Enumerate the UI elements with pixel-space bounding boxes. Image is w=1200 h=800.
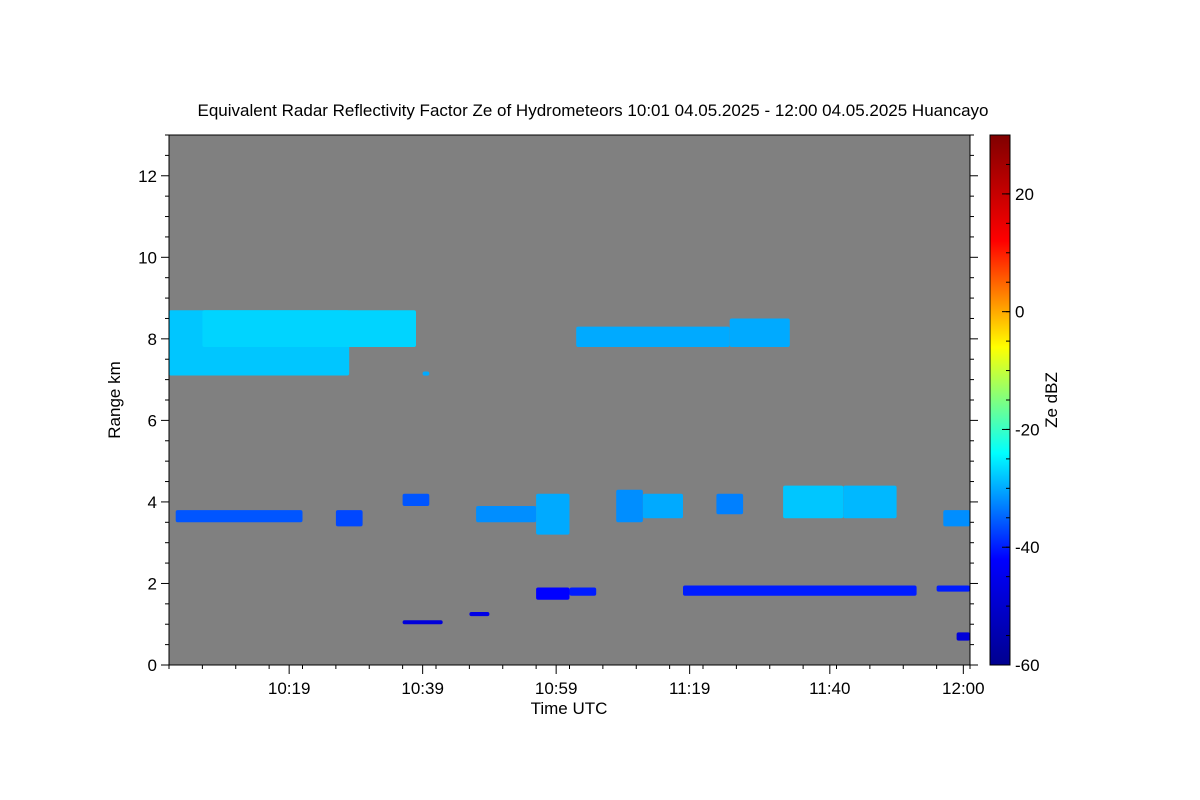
y-tick-label: 4 bbox=[148, 493, 157, 512]
colorbar-axis: -60 -40 -20 0 20 bbox=[1002, 134, 1040, 675]
x-axis-label: Time UTC bbox=[531, 699, 608, 718]
echo-region bbox=[956, 632, 970, 641]
echo-layer bbox=[169, 310, 970, 641]
y-tick-label: 8 bbox=[148, 330, 157, 349]
echo-region bbox=[716, 493, 744, 515]
echo-region bbox=[536, 493, 570, 535]
colorbar-tick-label: -60 bbox=[1015, 656, 1040, 675]
x-tick-label: 11:40 bbox=[809, 679, 850, 698]
echo-region bbox=[683, 585, 917, 596]
y-tick-label: 0 bbox=[148, 656, 157, 675]
echo-region bbox=[175, 510, 303, 523]
x-tick-label: 12:00 bbox=[942, 679, 985, 698]
chart-title: Equivalent Radar Reflectivity Factor Ze … bbox=[198, 101, 989, 120]
echo-region bbox=[202, 310, 416, 347]
y-axis: 0 2 4 6 8 10 12 bbox=[138, 134, 978, 675]
echo-region bbox=[469, 612, 490, 617]
echo-region bbox=[729, 318, 790, 347]
echo-region bbox=[783, 485, 844, 519]
x-tick-label: 11:19 bbox=[669, 679, 710, 698]
y-tick-label: 12 bbox=[138, 167, 157, 186]
colorbar-tick-label: 20 bbox=[1015, 185, 1034, 204]
echo-region bbox=[422, 371, 430, 376]
echo-region bbox=[402, 620, 443, 625]
echo-region bbox=[335, 510, 363, 527]
echo-region bbox=[476, 506, 537, 523]
echo-region bbox=[642, 493, 683, 519]
echo-region bbox=[536, 587, 570, 600]
colorbar-tick-label: -20 bbox=[1015, 420, 1040, 439]
echo-region bbox=[569, 587, 597, 596]
y-axis-label: Range km bbox=[105, 361, 124, 438]
echo-region bbox=[616, 489, 643, 523]
colorbar-tick-label: -40 bbox=[1015, 538, 1040, 557]
x-tick-label: 10:19 bbox=[268, 679, 311, 698]
y-tick-label: 2 bbox=[148, 574, 157, 593]
x-tick-label: 10:39 bbox=[401, 679, 444, 698]
echo-region bbox=[943, 510, 970, 527]
plot-area-background bbox=[169, 135, 970, 665]
x-tick-label: 10:59 bbox=[535, 679, 578, 698]
echo-region bbox=[576, 326, 730, 347]
echo-region bbox=[402, 493, 430, 506]
y-tick-label: 6 bbox=[148, 411, 157, 430]
y-tick-label: 10 bbox=[138, 248, 157, 267]
colorbar-tick-label: 0 bbox=[1015, 303, 1024, 322]
x-axis: 10:19 10:39 10:59 11:19 11:40 12:00 bbox=[168, 665, 985, 698]
echo-region bbox=[843, 485, 897, 519]
colorbar-label: Ze dBZ bbox=[1042, 372, 1061, 428]
echo-region bbox=[936, 585, 970, 592]
